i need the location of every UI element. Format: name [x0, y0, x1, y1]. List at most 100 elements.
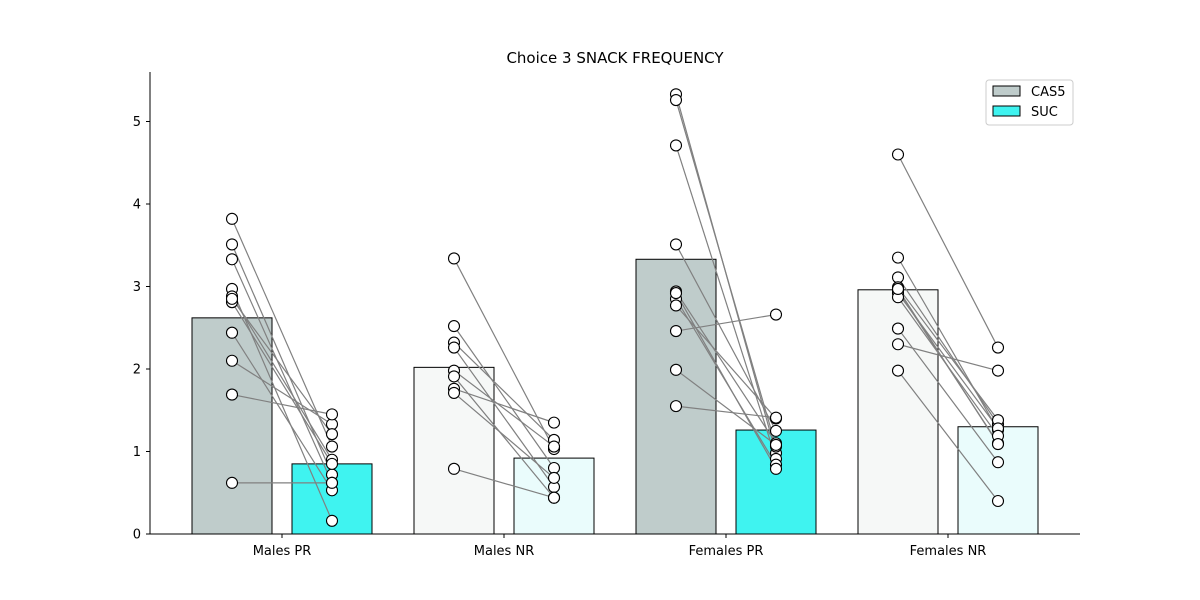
- pair-line-0-5: [231, 301, 333, 465]
- point-cas5-3-7: [891, 322, 905, 335]
- point-cas5-0-7: [225, 354, 239, 367]
- pair-line-0-7: [231, 360, 333, 425]
- point-cas5-3-2: [891, 271, 905, 284]
- pair-line-1-8: [453, 468, 555, 499]
- point-suc-3-9: [991, 494, 1005, 508]
- point-cas5-2-10: [669, 287, 683, 300]
- pair-line-0-10: [231, 298, 333, 435]
- pair-line-3-3: [897, 286, 999, 421]
- point-cas5-3-1: [891, 251, 905, 264]
- legend-swatch-suc: [992, 105, 1021, 117]
- pair-line-1-1: [453, 325, 555, 469]
- pair-line-0-2: [231, 259, 333, 484]
- point-suc-3-7: [991, 456, 1005, 469]
- points-layer: [225, 88, 1005, 527]
- point-suc-3-8: [991, 364, 1005, 377]
- point-cas5-0-6: [225, 326, 239, 339]
- chart-title: Choice 3 SNACK FREQUENCY: [506, 49, 724, 67]
- point-suc-0-8: [325, 408, 339, 421]
- axes-layer: 0 1 2 3 4 5 Males PR Males NR Females PR Females …: [133, 72, 1080, 559]
- point-cas5-0-10: [225, 292, 239, 305]
- pair-line-2-10: [675, 292, 777, 470]
- pair-line-3-2: [897, 277, 999, 425]
- pair-line-2-4: [675, 291, 777, 444]
- point-cas5-2-2: [669, 139, 683, 152]
- x-tick-label-3: Females NR: [910, 544, 987, 559]
- pair-line-3-0: [897, 154, 999, 348]
- point-cas5-2-7: [669, 324, 683, 338]
- y-tick-label-1: 1: [133, 445, 141, 460]
- pair-line-2-8: [675, 369, 777, 446]
- pair-line-3-1: [897, 257, 999, 431]
- pair-line-2-9: [675, 405, 777, 419]
- x-tick-label-2: Females PR: [689, 544, 764, 559]
- pair-line-2-2: [675, 145, 777, 460]
- bars-layer: [191, 258, 1039, 535]
- pair-line-3-9: [897, 370, 999, 502]
- legend: CAS5 SUC: [985, 79, 1074, 126]
- x-tick-label-1: Males NR: [474, 544, 534, 559]
- y-tick-label-4: 4: [133, 198, 141, 213]
- point-suc-2-9: [769, 411, 783, 424]
- pair-line-1-7: [453, 392, 555, 479]
- point-cas5-0-2: [225, 253, 239, 266]
- x-tick-label-0: Males PR: [253, 544, 312, 559]
- point-cas5-0-9: [225, 476, 239, 489]
- point-cas5-0-0: [225, 212, 239, 225]
- point-suc-0-0: [325, 440, 339, 453]
- pair-line-2-1: [675, 99, 777, 447]
- point-cas5-0-1: [225, 238, 239, 251]
- point-suc-0-3: [325, 514, 339, 527]
- point-suc-2-8: [769, 438, 783, 451]
- point-cas5-1-3: [447, 341, 461, 354]
- pair-line-3-10: [897, 288, 999, 445]
- point-cas5-1-8: [447, 462, 461, 475]
- point-cas5-2-1: [669, 94, 683, 107]
- point-suc-2-3: [769, 424, 783, 437]
- point-cas5-1-1: [447, 320, 461, 333]
- legend-swatch-cas5: [992, 85, 1021, 97]
- legend-label-cas5: CAS5: [1031, 85, 1066, 100]
- point-suc-0-9: [325, 476, 339, 489]
- pair-line-1-2: [453, 342, 555, 441]
- paired-lines-layer: [231, 94, 999, 522]
- point-suc-0-5: [325, 457, 339, 470]
- point-cas5-0-8: [225, 388, 239, 401]
- point-cas5-3-10: [891, 282, 905, 296]
- point-cas5-1-5: [447, 370, 461, 383]
- point-suc-3-10: [991, 438, 1005, 451]
- point-suc-1-7: [547, 471, 561, 484]
- pair-line-0-4: [231, 296, 333, 461]
- point-cas5-2-8: [669, 363, 683, 376]
- y-tick-label-5: 5: [133, 115, 141, 130]
- pair-line-2-7: [675, 313, 777, 332]
- pair-line-1-5: [453, 376, 555, 499]
- point-cas5-2-6: [669, 299, 683, 312]
- point-cas5-3-9: [891, 364, 905, 377]
- pair-line-2-6: [675, 305, 777, 419]
- point-cas5-1-7: [447, 386, 461, 399]
- point-suc-1-6: [547, 416, 561, 429]
- point-suc-2-7: [769, 308, 783, 321]
- point-cas5-2-9: [669, 400, 683, 413]
- point-suc-3-0: [991, 341, 1005, 354]
- y-tick-label-0: 0: [133, 528, 141, 543]
- point-suc-0-10: [325, 428, 339, 441]
- point-suc-1-8: [547, 491, 561, 504]
- pair-line-3-8: [897, 343, 999, 372]
- point-suc-2-10: [769, 462, 783, 475]
- pair-line-1-6: [453, 388, 555, 424]
- point-suc-1-4: [547, 440, 561, 453]
- pair-line-0-0: [231, 218, 333, 447]
- y-tick-label-2: 2: [133, 363, 141, 378]
- y-tick-label-3: 3: [133, 280, 141, 295]
- bar-cas5-0: [191, 317, 273, 535]
- point-cas5-2-3: [669, 238, 683, 251]
- pair-line-0-6: [231, 332, 333, 491]
- point-cas5-1-0: [447, 252, 461, 265]
- point-cas5-3-0: [891, 148, 905, 161]
- point-cas5-3-8: [891, 338, 905, 351]
- pair-line-3-7: [897, 328, 999, 463]
- pair-line-1-4: [453, 370, 555, 448]
